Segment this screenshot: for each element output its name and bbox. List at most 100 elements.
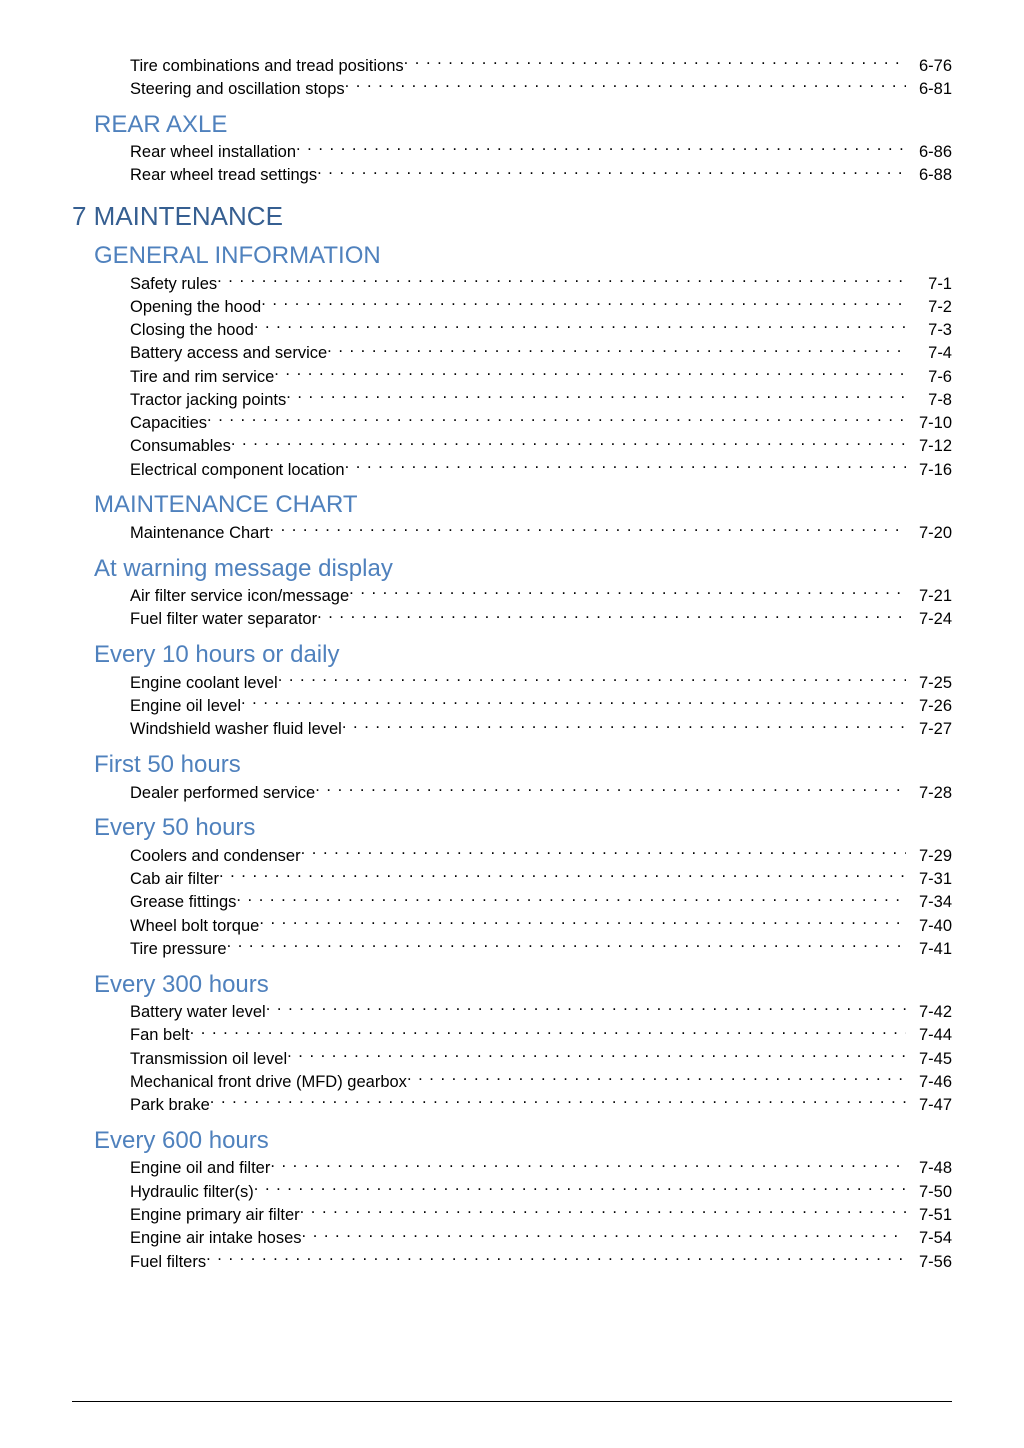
toc-entry-title: Maintenance Chart xyxy=(130,523,269,545)
toc-entry: Electrical component location7-16 xyxy=(130,458,952,481)
toc-leader-dots xyxy=(278,671,906,688)
toc-leader-dots xyxy=(274,365,906,382)
toc-leader-dots xyxy=(254,319,906,336)
table-of-contents: Tire combinations and tread positions6-7… xyxy=(72,54,952,1273)
toc-entry-page: 7-29 xyxy=(906,846,952,868)
toc-entry-title: Rear wheel tread settings xyxy=(130,165,317,187)
toc-leader-dots xyxy=(270,1157,906,1174)
toc-entry-title: Tractor jacking points xyxy=(130,390,286,412)
toc-entry-page: 7-45 xyxy=(906,1049,952,1071)
toc-leader-dots xyxy=(349,585,906,602)
toc-leader-dots xyxy=(317,608,906,625)
toc-entry: Maintenance Chart7-20 xyxy=(130,521,952,544)
toc-heading-section: Every 600 hours xyxy=(94,1127,952,1155)
toc-entry-title: Grease fittings xyxy=(130,892,236,914)
toc-entry-title: Engine oil level xyxy=(130,696,241,718)
toc-heading-section: REAR AXLE xyxy=(94,111,952,139)
toc-heading-section: Every 300 hours xyxy=(94,971,952,999)
toc-entry: Dealer performed service 7-28 xyxy=(130,781,952,804)
toc-entry-page: 6-86 xyxy=(906,142,952,164)
toc-heading-section: First 50 hours xyxy=(94,751,952,779)
toc-leader-dots xyxy=(296,141,906,158)
toc-entry-title: Dealer performed service xyxy=(130,783,315,805)
toc-leader-dots xyxy=(342,718,906,735)
toc-leader-dots xyxy=(345,77,906,94)
toc-entry-title: Air filter service icon/message xyxy=(130,586,349,608)
toc-leader-dots xyxy=(327,342,906,359)
toc-entry-page: 7-8 xyxy=(906,390,952,412)
toc-entry: Cab air filter7-31 xyxy=(130,868,952,891)
toc-entry-title: Closing the hood xyxy=(130,320,254,342)
toc-entry-page: 7-42 xyxy=(906,1002,952,1024)
toc-entry: Transmission oil level7-45 xyxy=(130,1047,952,1070)
toc-entry-page: 7-28 xyxy=(906,783,952,805)
toc-entry-title: Wheel bolt torque xyxy=(130,916,259,938)
toc-entry: Battery access and service 7-4 xyxy=(130,342,952,365)
toc-entry: Fan belt 7-44 xyxy=(130,1024,952,1047)
toc-entry-title: Tire pressure xyxy=(130,939,227,961)
toc-entry-page: 7-34 xyxy=(906,892,952,914)
toc-entry-page: 7-4 xyxy=(906,343,952,365)
toc-entry: Tire and rim service 7-6 xyxy=(130,365,952,388)
toc-entry-title: Battery access and service xyxy=(130,343,327,365)
toc-leader-dots xyxy=(259,914,906,931)
toc-entry-page: 7-24 xyxy=(906,609,952,631)
toc-entry-page: 7-12 xyxy=(906,436,952,458)
toc-entry-page: 7-1 xyxy=(906,274,952,296)
toc-leader-dots xyxy=(190,1024,906,1041)
toc-entry: Grease fittings 7-34 xyxy=(130,891,952,914)
toc-entry: Consumables7-12 xyxy=(130,435,952,458)
toc-entry-title: Coolers and condenser xyxy=(130,846,301,868)
toc-entry-title: Engine oil and filter xyxy=(130,1158,270,1180)
toc-entry: Tire pressure 7-41 xyxy=(130,937,952,960)
toc-entry-page: 7-50 xyxy=(906,1182,952,1204)
toc-entry-page: 7-3 xyxy=(906,320,952,342)
toc-entry: Coolers and condenser 7-29 xyxy=(130,844,952,867)
toc-entry: Windshield washer fluid level7-27 xyxy=(130,718,952,741)
toc-entry-page: 7-41 xyxy=(906,939,952,961)
toc-leader-dots xyxy=(254,1180,906,1197)
toc-heading-section: Every 10 hours or daily xyxy=(94,641,952,669)
toc-leader-dots xyxy=(206,1250,906,1267)
toc-entry-title: Park brake xyxy=(130,1095,210,1117)
toc-entry-title: Hydraulic filter(s) xyxy=(130,1182,254,1204)
toc-entry-page: 7-48 xyxy=(906,1158,952,1180)
toc-entry-page: 6-88 xyxy=(906,165,952,187)
toc-entry: Capacities 7-10 xyxy=(130,412,952,435)
toc-entry: Engine oil level7-26 xyxy=(130,695,952,718)
toc-entry-title: Fan belt xyxy=(130,1025,190,1047)
toc-leader-dots xyxy=(269,521,906,538)
toc-entry-title: Cab air filter xyxy=(130,869,219,891)
toc-entry: Mechanical front drive (MFD) gearbox7-46 xyxy=(130,1070,952,1093)
toc-entry: Rear wheel tread settings 6-88 xyxy=(130,164,952,187)
toc-entry-page: 7-54 xyxy=(906,1228,952,1250)
toc-entry: Rear wheel installation6-86 xyxy=(130,141,952,164)
toc-entry-page: 7-10 xyxy=(906,413,952,435)
toc-leader-dots xyxy=(236,891,906,908)
toc-entry: Tire combinations and tread positions6-7… xyxy=(130,54,952,77)
toc-entry-title: Tire and rim service xyxy=(130,367,274,389)
toc-entry-title: Opening the hood xyxy=(130,297,261,319)
toc-entry-page: 7-44 xyxy=(906,1025,952,1047)
footer-rule xyxy=(72,1401,952,1402)
toc-entry-page: 7-46 xyxy=(906,1072,952,1094)
toc-entry-page: 7-6 xyxy=(906,367,952,389)
toc-entry: Engine primary air filter7-51 xyxy=(130,1204,952,1227)
toc-entry: Air filter service icon/message7-21 xyxy=(130,585,952,608)
toc-entry: Engine coolant level7-25 xyxy=(130,671,952,694)
toc-entry: Tractor jacking points 7-8 xyxy=(130,388,952,411)
toc-entry-title: Capacities xyxy=(130,413,207,435)
toc-leader-dots xyxy=(207,412,906,429)
toc-entry-title: Fuel filter water separator xyxy=(130,609,317,631)
toc-leader-dots xyxy=(266,1001,906,1018)
toc-entry-page: 7-47 xyxy=(906,1095,952,1117)
toc-entry-title: Engine air intake hoses xyxy=(130,1228,302,1250)
toc-entry: Wheel bolt torque 7-40 xyxy=(130,914,952,937)
toc-heading-chapter: 7 MAINTENANCE xyxy=(72,201,952,232)
toc-entry: Engine oil and filter 7-48 xyxy=(130,1157,952,1180)
toc-leader-dots xyxy=(287,1047,906,1064)
toc-entry-page: 7-27 xyxy=(906,719,952,741)
toc-entry: Safety rules7-1 xyxy=(130,272,952,295)
toc-entry: Closing the hood 7-3 xyxy=(130,319,952,342)
toc-entry-page: 7-40 xyxy=(906,916,952,938)
